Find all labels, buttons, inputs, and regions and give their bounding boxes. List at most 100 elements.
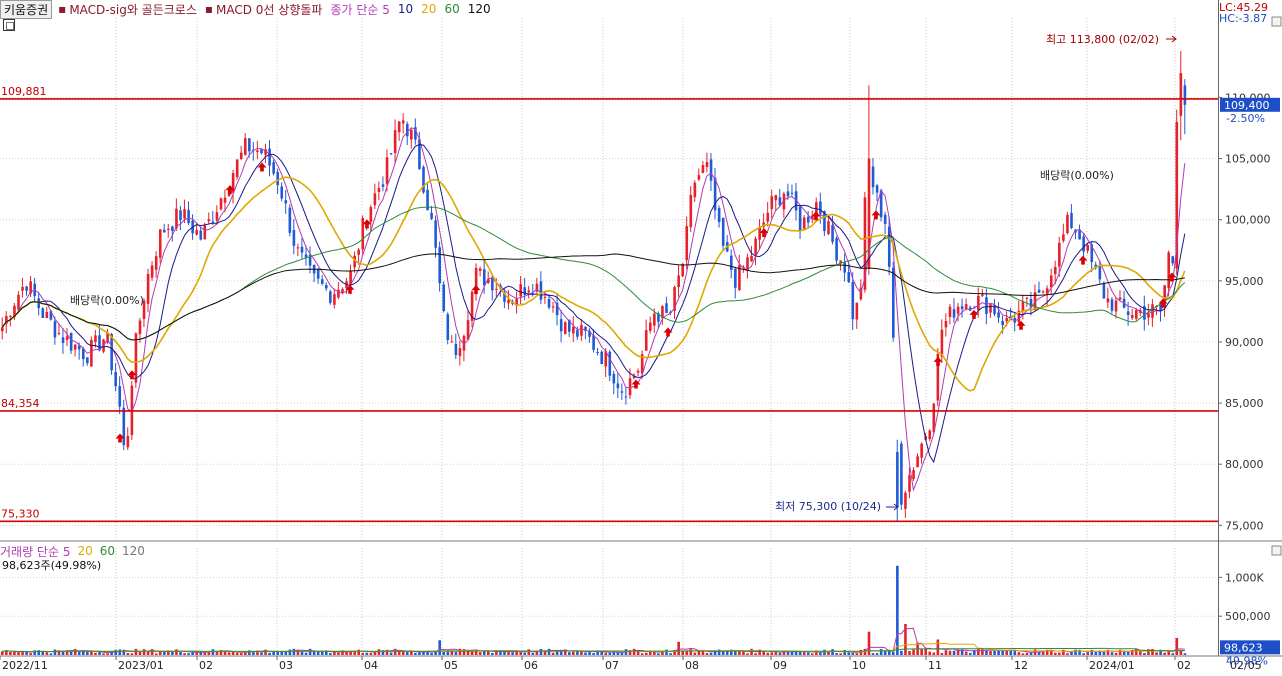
candle-body — [944, 320, 948, 328]
low-annotation: 최저 75,300 (10/24) — [775, 500, 881, 513]
ma60-label[interactable]: 60 — [444, 2, 460, 16]
candle-body — [264, 149, 267, 155]
volume-bar — [608, 652, 612, 655]
volume-bar — [721, 650, 725, 655]
candle-body — [1183, 85, 1187, 105]
volume-bar — [920, 649, 923, 655]
candle-body — [397, 121, 401, 133]
buy-signal-arrow — [345, 284, 355, 294]
volume-bar — [268, 652, 271, 655]
volume-bar — [179, 652, 182, 655]
volume-bar — [167, 650, 170, 655]
volume-bar — [41, 651, 45, 655]
volume-bar — [1183, 653, 1187, 655]
volume-bar — [353, 650, 356, 655]
candle-body — [389, 153, 393, 155]
volume-ma120-label[interactable]: 120 — [122, 544, 145, 558]
volume-bar — [466, 651, 470, 655]
candle-body — [438, 247, 441, 284]
volume-bar — [1175, 637, 1179, 655]
volume-bar — [349, 651, 352, 655]
candle-body — [357, 249, 360, 255]
candle-body — [9, 315, 12, 317]
volume-bar — [717, 649, 721, 655]
candle-body — [353, 255, 356, 268]
candle-body — [446, 314, 450, 340]
volume-bar — [53, 649, 57, 655]
volume-bar — [896, 565, 899, 655]
candle-body — [920, 443, 923, 458]
volume-bar — [1130, 650, 1134, 655]
date-label: 03 — [279, 659, 293, 672]
candle-body — [717, 208, 721, 222]
volume-bar — [422, 651, 425, 655]
volume-bar — [770, 652, 774, 655]
date-label: 11 — [928, 659, 942, 672]
candle-body — [551, 306, 555, 308]
signal-label-2[interactable]: MACD 0선 상향돌파 — [216, 2, 323, 17]
chart-settings-icon[interactable] — [3, 19, 15, 31]
candle-body — [640, 354, 644, 374]
volume-ma20-label[interactable]: 20 — [77, 544, 93, 558]
volume-bar — [345, 651, 348, 655]
candle-body — [90, 339, 93, 367]
candle-body — [1159, 304, 1162, 311]
candle-body — [1163, 285, 1166, 308]
candle-body — [628, 378, 632, 396]
volume-bar — [887, 649, 891, 655]
volume-ma-label[interactable]: 거래량 단순 5 — [0, 544, 71, 559]
candle-body — [207, 219, 211, 222]
volume-bar — [879, 648, 883, 655]
candle-body — [1058, 242, 1061, 267]
volume-bar — [559, 649, 563, 655]
candle-body — [981, 294, 984, 296]
candle-body — [138, 320, 142, 335]
volume-bar — [665, 649, 668, 655]
volume-bar — [29, 653, 32, 655]
volume-bar — [547, 648, 551, 655]
candle-body — [701, 164, 705, 174]
candle-body — [442, 284, 446, 312]
candle-body — [964, 304, 968, 310]
candle-body — [110, 334, 113, 371]
volume-bar — [790, 651, 794, 655]
candle-body — [802, 217, 806, 229]
candle-body — [677, 275, 680, 288]
candle-body — [122, 407, 126, 446]
volume-bar — [434, 651, 437, 655]
volume-bar — [572, 651, 575, 655]
ma-label[interactable]: 종가 단순 5 — [330, 2, 390, 17]
ma10-label[interactable]: 10 — [397, 2, 414, 16]
volume-bar — [1114, 652, 1118, 655]
ma120-label[interactable]: 120 — [467, 2, 491, 16]
date-label: 09 — [773, 659, 787, 672]
volume-bar — [333, 651, 336, 655]
broker-label[interactable]: 키움증권 — [0, 0, 53, 19]
candle-body — [458, 348, 462, 356]
candle-body — [887, 226, 891, 267]
volume-bar — [956, 649, 960, 655]
volume-bar — [482, 650, 486, 655]
volume-bar — [871, 653, 875, 655]
volume-bar — [134, 648, 138, 655]
ma20-label[interactable]: 20 — [421, 2, 437, 16]
volume-ma60-label[interactable]: 60 — [99, 544, 116, 558]
candle-body — [794, 191, 798, 211]
candle-body — [65, 336, 69, 340]
volume-bar — [802, 651, 806, 655]
volume-bar — [312, 651, 316, 655]
volume-bar — [997, 649, 1000, 655]
candle-body — [1037, 289, 1041, 293]
volume-bar — [1106, 649, 1110, 655]
volume-bar — [705, 652, 709, 655]
volume-bar — [389, 652, 393, 655]
volume-bar — [616, 652, 620, 655]
signal-label-1[interactable]: MACD-sig와 골든크로스 — [69, 2, 197, 17]
candle-body — [61, 337, 65, 343]
candle-body — [843, 262, 846, 273]
candle-body — [750, 255, 753, 262]
candle-body — [592, 335, 595, 350]
candle-body — [296, 247, 300, 249]
